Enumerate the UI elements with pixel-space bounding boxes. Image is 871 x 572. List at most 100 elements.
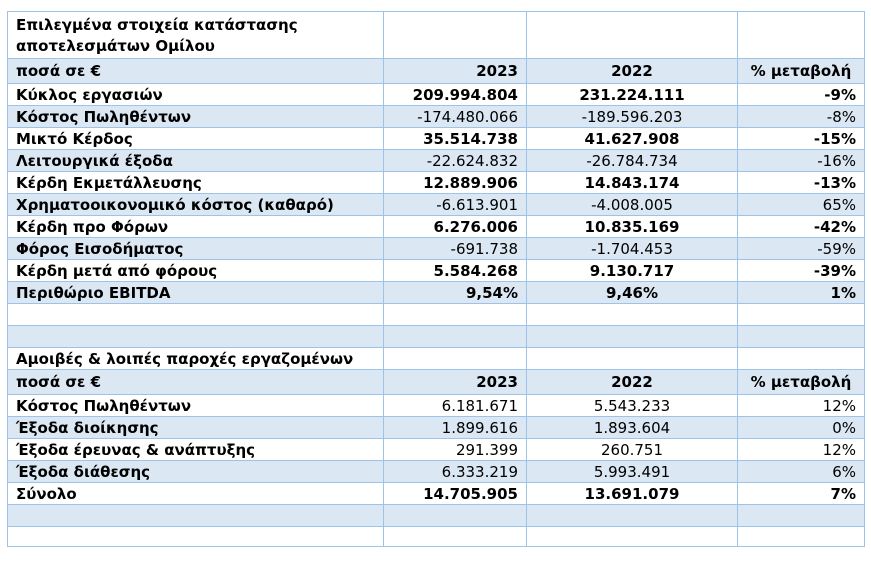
spacer-row <box>7 325 865 348</box>
value-2022: 13.691.079 <box>526 482 738 505</box>
empty-cell <box>383 11 527 59</box>
row-label: Κέρδη μετά από φόρους <box>7 259 384 282</box>
row-label: Κόστος Πωληθέντων <box>7 394 384 417</box>
empty-cell <box>383 526 527 547</box>
table-row: Έξοδα έρευνας & ανάπτυξης 291.399 260.75… <box>7 438 865 461</box>
value-2022: 5.993.491 <box>526 460 738 483</box>
col-header-change: % μεταβολή <box>737 369 865 395</box>
table-row: Περιθώριο EBITDA 9,54% 9,46% 1% <box>7 281 865 304</box>
empty-cell <box>383 325 527 348</box>
value-2022: -26.784.734 <box>526 149 738 172</box>
pct-change: 65% <box>737 193 865 216</box>
row-label: Κόστος Πωληθέντων <box>7 105 384 128</box>
row-label: Έξοδα διάθεσης <box>7 460 384 483</box>
pct-change: -13% <box>737 171 865 194</box>
col-header-2023: 2023 <box>383 369 527 395</box>
table-row: Κέρδη μετά από φόρους 5.584.268 9.130.71… <box>7 259 865 282</box>
value-2022: 9,46% <box>526 281 738 304</box>
pct-change: -8% <box>737 105 865 128</box>
table-row: Κόστος Πωληθέντων 6.181.671 5.543.233 12… <box>7 394 865 417</box>
empty-cell <box>737 526 865 547</box>
value-2023: 9,54% <box>383 281 527 304</box>
section1-title: Επιλεγμένα στοιχεία κατάστασης αποτελεσμ… <box>7 11 384 59</box>
table-row: Κύκλος εργασιών 209.994.804 231.224.111 … <box>7 83 865 106</box>
value-2022: -1.704.453 <box>526 237 738 260</box>
value-2022: -4.008.005 <box>526 193 738 216</box>
value-2022: 41.627.908 <box>526 127 738 150</box>
empty-cell <box>526 11 738 59</box>
value-2022: -189.596.203 <box>526 105 738 128</box>
row-label: Κύκλος εργασιών <box>7 83 384 106</box>
row-label: Μικτό Κέρδος <box>7 127 384 150</box>
pct-change: -15% <box>737 127 865 150</box>
value-2023: 35.514.738 <box>383 127 527 150</box>
spacer-row <box>7 303 865 326</box>
empty-cell <box>737 11 865 59</box>
financial-table: Επιλεγμένα στοιχεία κατάστασης αποτελεσμ… <box>7 11 865 547</box>
value-2023: -691.738 <box>383 237 527 260</box>
row-label: Χρηματοοικονομικό κόστος (καθαρό) <box>7 193 384 216</box>
empty-cell <box>383 504 527 527</box>
empty-cell <box>526 526 738 547</box>
table-header-row: ποσά σε € 2023 2022 % μεταβολή <box>7 58 865 84</box>
empty-cell <box>7 504 384 527</box>
value-2023: 6.181.671 <box>383 394 527 417</box>
empty-cell <box>383 303 527 326</box>
col-header-change: % μεταβολή <box>737 58 865 84</box>
value-2023: 6.333.219 <box>383 460 527 483</box>
pct-change: -16% <box>737 149 865 172</box>
col-header-2022: 2022 <box>526 369 738 395</box>
pct-change: 1% <box>737 281 865 304</box>
pct-change: 0% <box>737 416 865 439</box>
value-2023: 209.994.804 <box>383 83 527 106</box>
table-row: Φόρος Εισοδήματος -691.738 -1.704.453 -5… <box>7 237 865 260</box>
table-row: Σύνολο 14.705.905 13.691.079 7% <box>7 482 865 505</box>
empty-cell <box>737 347 865 370</box>
empty-cell <box>7 526 384 547</box>
table-row: Έξοδα διάθεσης 6.333.219 5.993.491 6% <box>7 460 865 483</box>
empty-cell <box>7 325 384 348</box>
empty-cell <box>526 325 738 348</box>
value-2022: 231.224.111 <box>526 83 738 106</box>
value-2023: 6.276.006 <box>383 215 527 238</box>
pct-change: 12% <box>737 394 865 417</box>
table-row: Κέρδη προ Φόρων 6.276.006 10.835.169 -42… <box>7 215 865 238</box>
row-label: Κέρδη προ Φόρων <box>7 215 384 238</box>
section2-title: Αμοιβές & λοιπές παροχές εργαζομένων <box>7 347 384 370</box>
value-2023: 12.889.906 <box>383 171 527 194</box>
value-2023: -174.480.066 <box>383 105 527 128</box>
table-row: Μικτό Κέρδος 35.514.738 41.627.908 -15% <box>7 127 865 150</box>
empty-cell <box>737 303 865 326</box>
financial-report-sheet: Επιλεγμένα στοιχεία κατάστασης αποτελεσμ… <box>7 11 865 547</box>
row-label: Σύνολο <box>7 482 384 505</box>
empty-cell <box>526 504 738 527</box>
col-header-2023: 2023 <box>383 58 527 84</box>
empty-cell <box>526 303 738 326</box>
table-row: Κόστος Πωληθέντων -174.480.066 -189.596.… <box>7 105 865 128</box>
pct-change: 12% <box>737 438 865 461</box>
row-label: Λειτουργικά έξοδα <box>7 149 384 172</box>
table-row: Αμοιβές & λοιπές παροχές εργαζομένων <box>7 347 865 370</box>
value-2022: 5.543.233 <box>526 394 738 417</box>
table-row: Έξοδα διοίκησης 1.899.616 1.893.604 0% <box>7 416 865 439</box>
value-2022: 14.843.174 <box>526 171 738 194</box>
row-label: Φόρος Εισοδήματος <box>7 237 384 260</box>
unit-label: ποσά σε € <box>7 369 384 395</box>
empty-cell <box>383 347 527 370</box>
row-label: Κέρδη Εκμετάλλευσης <box>7 171 384 194</box>
table-row: Κέρδη Εκμετάλλευσης 12.889.906 14.843.17… <box>7 171 865 194</box>
value-2022: 1.893.604 <box>526 416 738 439</box>
value-2023: 5.584.268 <box>383 259 527 282</box>
row-label: Περιθώριο EBITDA <box>7 281 384 304</box>
value-2023: 14.705.905 <box>383 482 527 505</box>
value-2023: -6.613.901 <box>383 193 527 216</box>
table-row: Επιλεγμένα στοιχεία κατάστασης αποτελεσμ… <box>7 11 865 59</box>
table-header-row: ποσά σε € 2023 2022 % μεταβολή <box>7 369 865 395</box>
value-2022: 10.835.169 <box>526 215 738 238</box>
pct-change: 6% <box>737 460 865 483</box>
pct-change: 7% <box>737 482 865 505</box>
pct-change: -39% <box>737 259 865 282</box>
empty-cell <box>737 504 865 527</box>
value-2022: 9.130.717 <box>526 259 738 282</box>
row-label: Έξοδα διοίκησης <box>7 416 384 439</box>
